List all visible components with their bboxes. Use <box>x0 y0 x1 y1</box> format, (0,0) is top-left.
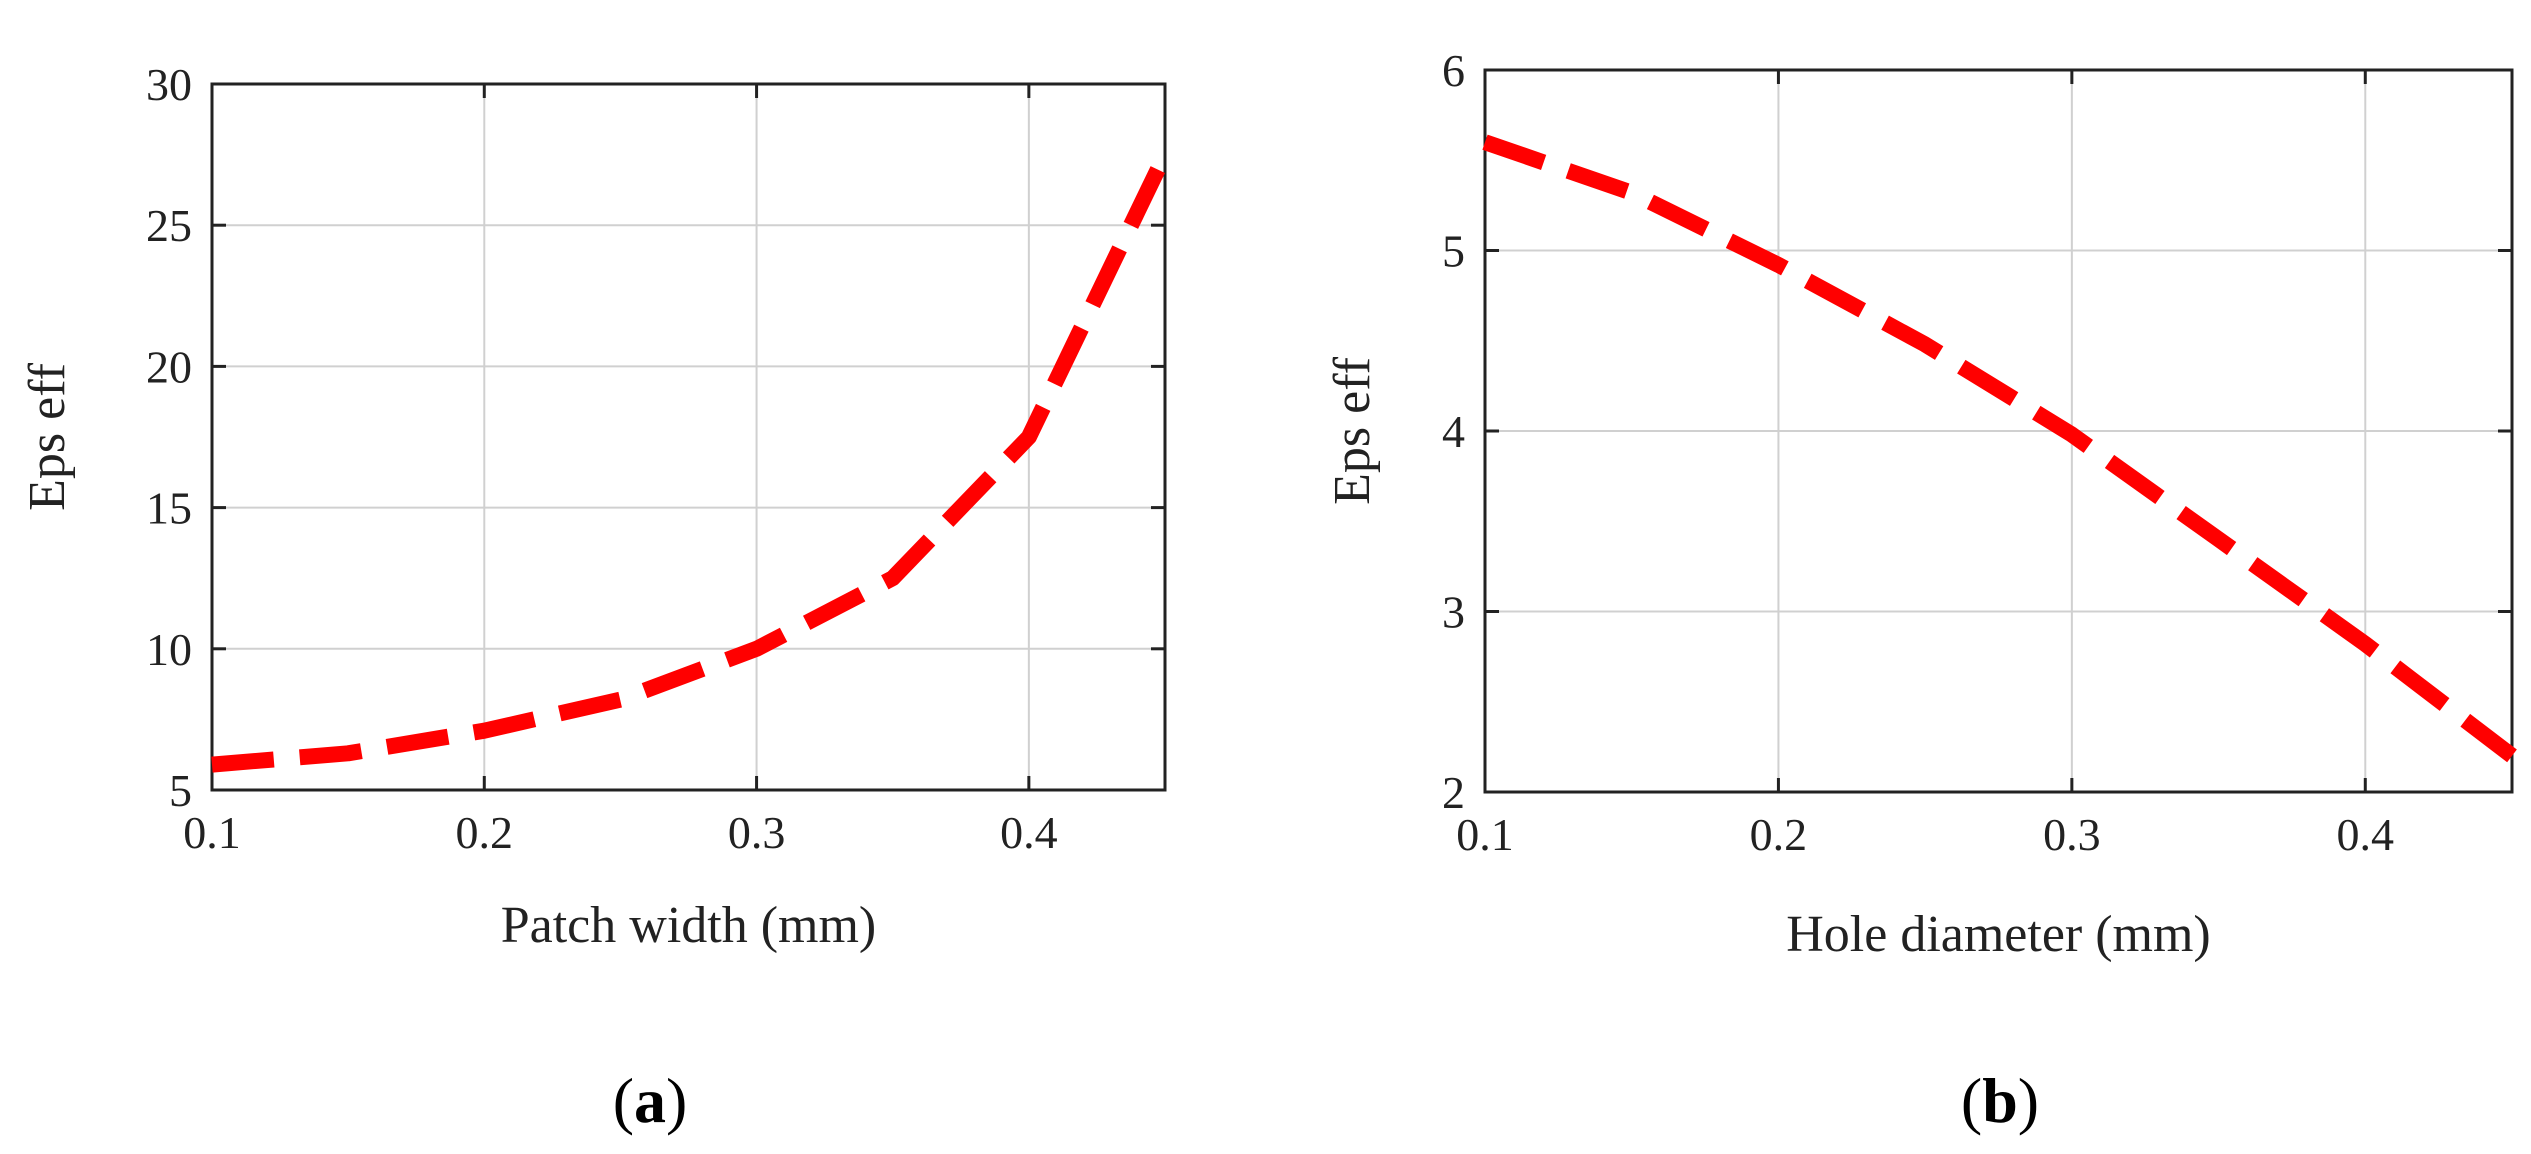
chart-b-y-tick-label: 4 <box>1442 406 1465 457</box>
chart-a-y-tick-label: 5 <box>169 765 192 816</box>
chart-b-x-tick-label: 0.2 <box>1750 809 1808 860</box>
chart-b-panel-letter: b <box>1982 1065 2018 1136</box>
chart-b-y-tick-label: 5 <box>1442 226 1465 277</box>
chart-a-x-tick-label: 0.2 <box>456 807 514 858</box>
chart-b-y-axis-label: Eps eff <box>1324 356 1381 504</box>
chart-a: 0.1 0.2 0.3 0.4 5 10 15 20 25 30 Patch width (mm) E… <box>19 59 1173 1136</box>
chart-a-y-tick-label: 30 <box>146 59 192 110</box>
chart-b-panel-paren-close: ) <box>2018 1065 2039 1136</box>
chart-b-x-tick-label: 0.4 <box>2337 809 2395 860</box>
chart-a-panel-paren-close: ) <box>666 1065 687 1136</box>
chart-b-panel-paren-open: ( <box>1961 1065 1982 1136</box>
chart-a-panel-paren-open: ( <box>613 1065 634 1136</box>
chart-a-x-tick-label: 0.3 <box>728 807 786 858</box>
chart-a-series-line <box>211 151 1173 773</box>
chart-a-panel-label: (a) <box>613 1065 688 1136</box>
chart-a-y-tick-label: 10 <box>146 624 192 675</box>
chart-b-y-tick-label: 2 <box>1442 767 1465 818</box>
chart-a-y-tick-label: 20 <box>146 341 192 392</box>
chart-b-x-tick-label: 0.3 <box>2043 809 2101 860</box>
chart-b: 0.1 0.2 0.3 0.4 2 3 4 5 6 Hole diameter (mm) Eps e… <box>1324 45 2517 1136</box>
chart-a-x-axis-label: Patch width (mm) <box>501 897 877 954</box>
chart-a-y-tick-label: 15 <box>146 483 192 534</box>
chart-b-panel-label: (b) <box>1961 1065 2039 1136</box>
chart-b-x-axis-label: Hole diameter (mm) <box>1786 906 2211 963</box>
chart-a-x-tick-label: 0.4 <box>1000 807 1058 858</box>
chart-b-series-line <box>1482 134 2517 763</box>
chart-a-x-tick-label: 0.1 <box>183 807 241 858</box>
chart-a-plot-frame <box>210 82 1167 792</box>
chart-b-y-tick-label: 6 <box>1442 45 1465 96</box>
chart-a-y-axis-label: Eps eff <box>19 362 76 510</box>
chart-a-panel-letter: a <box>634 1065 666 1136</box>
chart-b-x-tick-label: 0.1 <box>1456 809 1514 860</box>
chart-b-y-tick-label: 3 <box>1442 587 1465 638</box>
chart-a-y-tick-label: 25 <box>146 200 192 251</box>
